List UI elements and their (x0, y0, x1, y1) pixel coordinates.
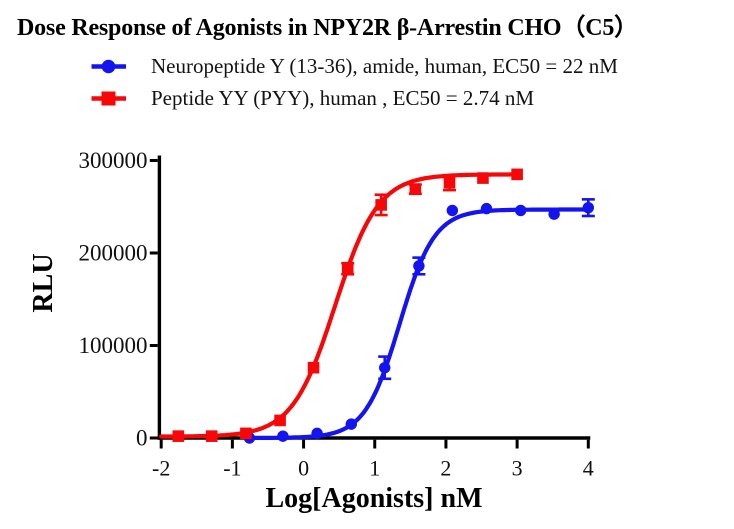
data-point (307, 361, 320, 374)
legend-circle-marker-icon (91, 59, 126, 73)
x-tick-label: -1 (223, 456, 241, 481)
data-point (446, 204, 459, 217)
legend-label-pyy: Peptide YY (PYY), human , EC50 = 2.74 nM (151, 85, 535, 110)
data-point (480, 202, 493, 215)
legend-item-pyy: Peptide YY (PYY), human , EC50 = 2.74 nM (90, 82, 618, 114)
data-point (311, 427, 323, 440)
data-point (345, 418, 357, 430)
data-point (409, 183, 422, 195)
y-axis-title: RLU (28, 253, 59, 312)
y-tick-label: 0 (136, 426, 148, 451)
legend-square-marker-icon (91, 91, 126, 105)
x-axis-title: Log[Agonists] nM (265, 483, 482, 514)
data-point (511, 168, 523, 181)
data-point (341, 262, 354, 275)
x-tick-label: 3 (512, 456, 523, 481)
y-ticks: 0 100000 200000 300000 (79, 148, 158, 451)
fit-curve (245, 207, 590, 441)
x-tick-label: 1 (369, 456, 380, 481)
data-point (277, 430, 289, 442)
x-tick-label: 4 (583, 456, 594, 481)
fit-curve (159, 172, 518, 439)
chart-legend: Neuropeptide Y (13-36), amide, human, EC… (90, 50, 618, 114)
data-point (379, 362, 391, 374)
y-tick-label: 100000 (79, 333, 148, 358)
axes (157, 155, 591, 440)
data-point (240, 427, 252, 440)
legend-item-neuropeptide-y: Neuropeptide Y (13-36), amide, human, EC… (90, 50, 618, 82)
x-tick-label: 2 (440, 456, 451, 481)
data-point (548, 208, 560, 220)
y-tick-label: 200000 (79, 241, 148, 266)
data-point (274, 414, 286, 427)
data-point (477, 172, 489, 184)
y-tick-label: 300000 (79, 148, 148, 173)
x-tick-label: -2 (152, 456, 170, 481)
data-point (443, 176, 456, 189)
data-point (205, 430, 218, 442)
data-point (413, 260, 425, 272)
data-point (172, 430, 185, 442)
x-ticks: -2 -1 0 1 2 3 4 (152, 439, 594, 481)
series-square (159, 168, 523, 442)
series-circle (243, 198, 595, 444)
legend-label-neuropeptide-y: Neuropeptide Y (13-36), amide, human, EC… (151, 53, 618, 78)
chart-title: Dose Response of Agonists in NPY2R β-Arr… (17, 15, 638, 41)
data-point (375, 199, 387, 211)
data-point (582, 201, 594, 214)
data-point (514, 204, 527, 217)
x-tick-label: 0 (298, 456, 309, 481)
